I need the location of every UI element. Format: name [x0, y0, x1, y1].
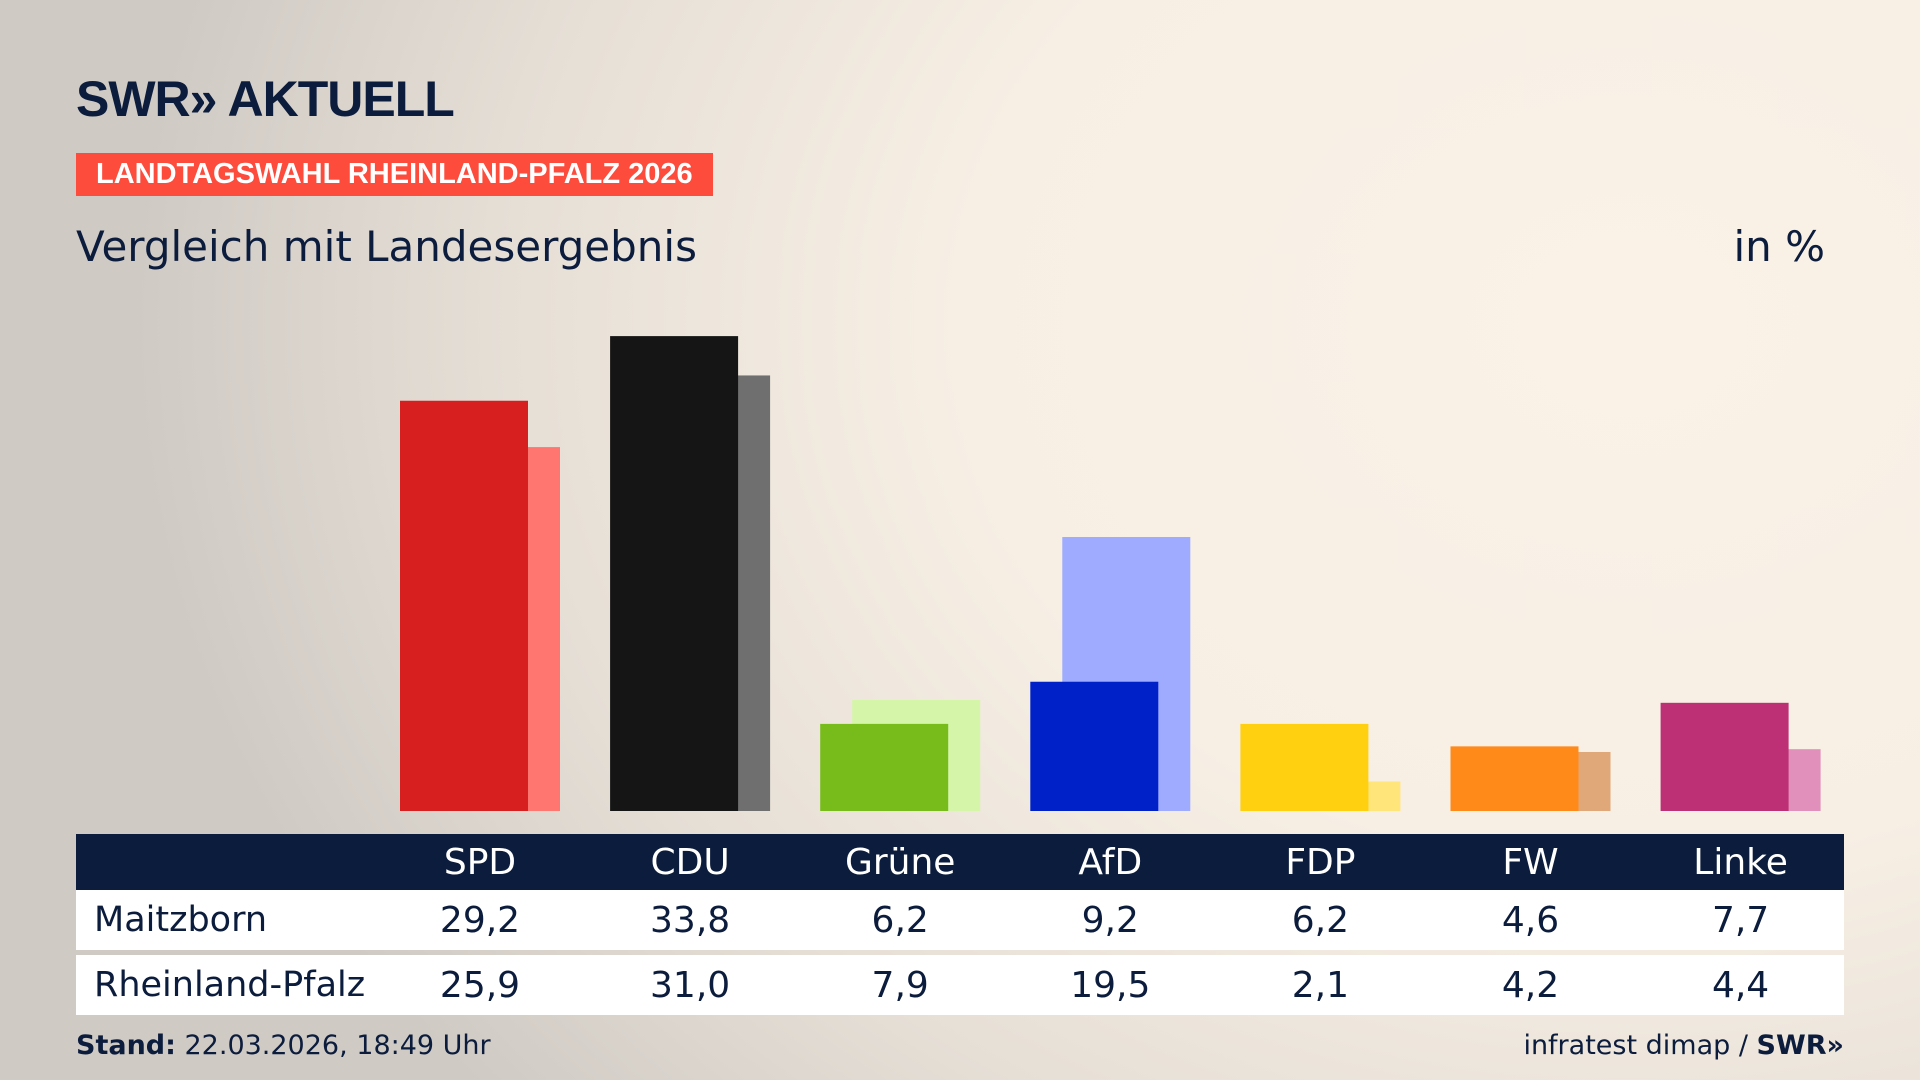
bar-maitzborn-fdp: [1240, 723, 1369, 811]
bar-maitzborn-grüne: [820, 723, 949, 811]
value-cell: 6,2: [871, 899, 929, 941]
bar-maitzborn-cdu: [610, 336, 739, 811]
column-header: SPD: [443, 841, 517, 883]
timestamp: Stand: 22.03.2026, 18:49 Uhr: [76, 1030, 491, 1061]
bar-maitzborn-afd: [1030, 681, 1159, 811]
value-cell: 2,1: [1291, 964, 1350, 1006]
bar-maitzborn-spd: [400, 400, 528, 811]
column-header: FDP: [1285, 841, 1356, 883]
election-label: LANDTAGSWAHL RHEINLAND-PFALZ 2026: [76, 153, 713, 196]
bar-maitzborn-fw: [1450, 746, 1579, 811]
stand-label: Stand:: [76, 1030, 176, 1061]
row-label: Rheinland-Pfalz: [94, 965, 366, 1005]
column-header: Linke: [1693, 841, 1788, 883]
chart-subtitle: Vergleich mit Landesergebnis: [76, 222, 697, 271]
column-header: CDU: [650, 841, 730, 883]
value-cell: 7,9: [871, 964, 929, 1006]
value-cell: 29,2: [439, 899, 521, 941]
value-cell: 31,0: [650, 964, 731, 1006]
table-row: Rheinland-Pfalz 25,9 31,0 7,9 19,5 2,1 4,2 4,4: [76, 955, 1844, 1015]
swr-aktuell-logo: SWR» AKTUELL: [76, 71, 455, 127]
swr-logo: SWR»: [1756, 1030, 1844, 1061]
value-cell: 25,9: [439, 964, 521, 1006]
column-header: Grüne: [844, 841, 956, 883]
table-row: Maitzborn 29,2 33,8 6,2 9,2 6,2 4,6 7,7: [76, 890, 1844, 950]
value-cell: 33,8: [650, 899, 731, 941]
bar-chart: [400, 336, 1821, 811]
table-header: SPD CDU Grüne AfD FDP FW Linke: [76, 834, 1844, 890]
value-cell: 4,2: [1501, 964, 1560, 1006]
stand-value: 22.03.2026, 18:49 Uhr: [175, 1030, 491, 1061]
bar-maitzborn-linke: [1660, 702, 1789, 811]
row-label: Maitzborn: [94, 900, 268, 940]
value-cell: 6,2: [1291, 899, 1350, 941]
column-header: AfD: [1078, 841, 1143, 883]
value-cell: 4,6: [1501, 899, 1560, 941]
source-text: infratest dimap /: [1523, 1030, 1757, 1061]
value-cell: 19,5: [1070, 964, 1151, 1006]
value-cell: 7,7: [1711, 899, 1770, 941]
value-cell: 9,2: [1081, 899, 1139, 941]
source: infratest dimap / SWR»: [1523, 1030, 1844, 1061]
unit-label: in %: [1733, 222, 1825, 271]
value-cell: 4,4: [1711, 964, 1770, 1006]
column-header: FW: [1502, 841, 1559, 883]
